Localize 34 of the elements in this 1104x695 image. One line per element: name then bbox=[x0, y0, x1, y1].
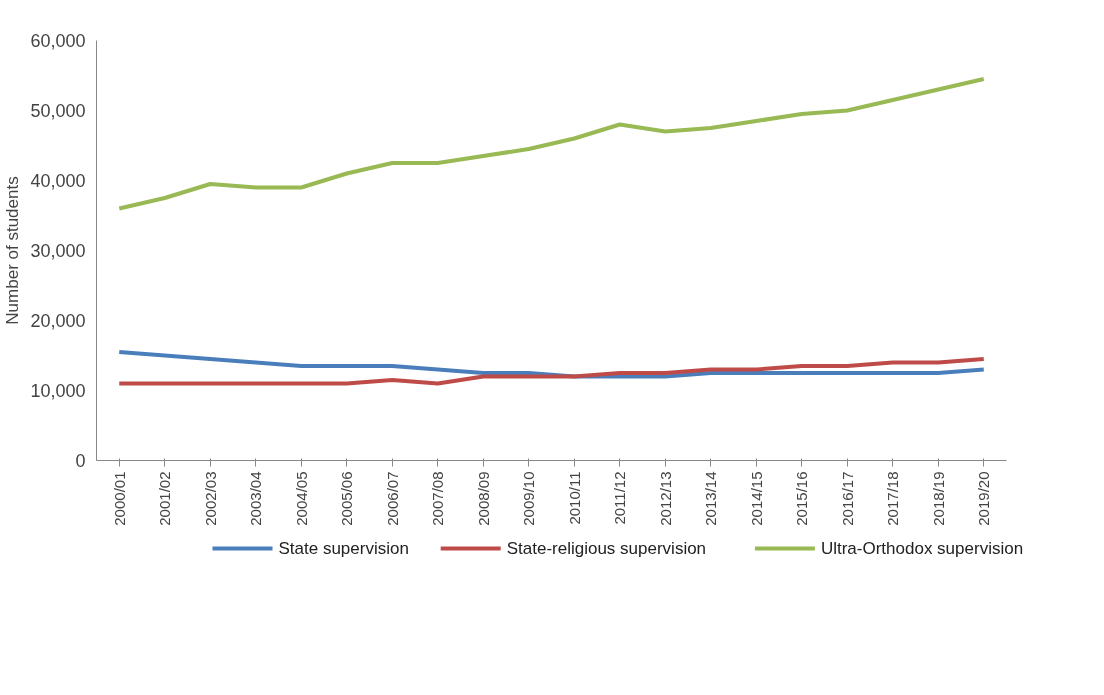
legend-label: Ultra-Orthodox supervision bbox=[820, 539, 1024, 558]
y-tick-label: 50,000 bbox=[30, 101, 86, 121]
x-tick-label: 2013/14 bbox=[702, 471, 720, 526]
x-tick-label: 2003/04 bbox=[247, 471, 265, 526]
x-tick-label: 2005/06 bbox=[338, 471, 356, 526]
legend-label: State supervision bbox=[278, 539, 409, 558]
y-tick-label: 20,000 bbox=[30, 311, 86, 331]
y-tick-label: 60,000 bbox=[30, 31, 86, 51]
x-tick-label: 2019/20 bbox=[975, 471, 993, 526]
x-tick-label: 2018/19 bbox=[929, 471, 947, 526]
x-tick-label: 2008/09 bbox=[474, 471, 492, 526]
x-tick-label: 2002/03 bbox=[201, 471, 219, 526]
x-tick-label: 2001/02 bbox=[156, 471, 174, 526]
x-tick-label: 2010/11 bbox=[565, 471, 583, 525]
x-tick-label: 2016/17 bbox=[838, 471, 856, 526]
y-tick-label: 40,000 bbox=[30, 171, 86, 191]
x-tick-label: 2015/16 bbox=[793, 471, 811, 526]
line-series bbox=[117, 350, 986, 379]
x-tick-label: 2017/18 bbox=[884, 471, 902, 526]
x-tick-label: 2004/05 bbox=[292, 471, 310, 526]
y-axis-title: Number of students bbox=[3, 176, 23, 325]
x-tick-label: 2011/12 bbox=[611, 471, 629, 525]
x-tick-label: 2012/13 bbox=[656, 471, 674, 526]
x-tick-label: 2000/01 bbox=[110, 471, 128, 526]
x-tick-label: 2006/07 bbox=[383, 471, 401, 526]
y-tick-label: 10,000 bbox=[30, 381, 86, 401]
x-tick-label: 2007/08 bbox=[429, 471, 447, 526]
y-tick-label: 30,000 bbox=[30, 241, 86, 261]
x-tick-label: 2014/15 bbox=[747, 471, 765, 526]
line-series bbox=[117, 357, 986, 386]
line-series bbox=[117, 77, 986, 211]
y-tick-label: 0 bbox=[75, 451, 86, 471]
legend-label: State-religious supervision bbox=[506, 539, 707, 558]
x-tick-label: 2009/10 bbox=[520, 471, 538, 526]
